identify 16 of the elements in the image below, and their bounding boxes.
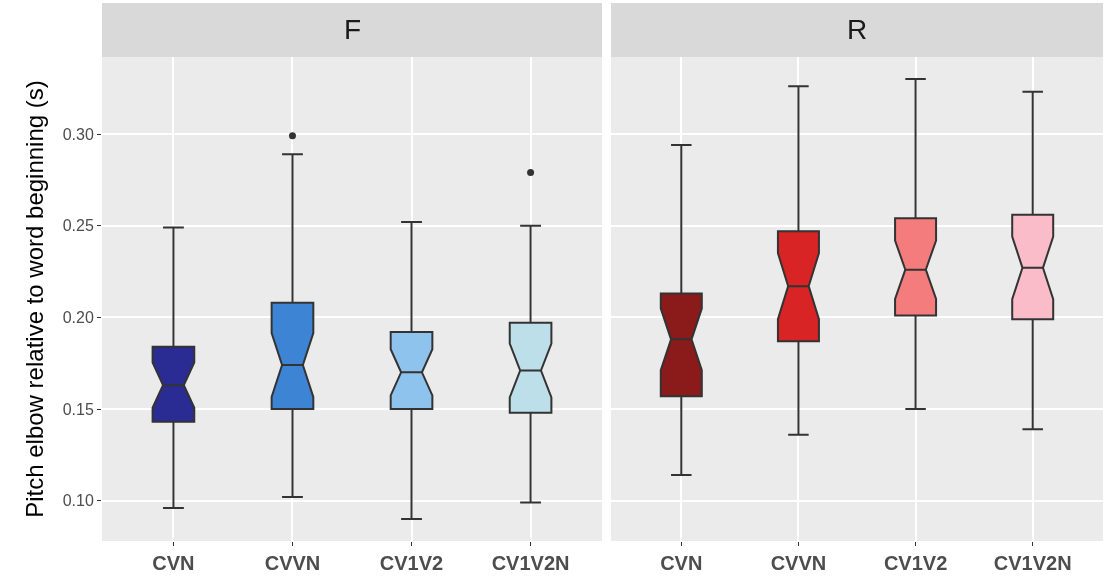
- chart-title: R: [847, 14, 868, 45]
- x-tick-label: CV1V2: [883, 552, 948, 574]
- y-tick-label: 0.25: [62, 217, 94, 235]
- y-axis-title: Pitch elbow relative to word beginning (s): [20, 80, 48, 518]
- y-tick-label: 0.20: [62, 308, 94, 326]
- x-tick-label: CV1V2N: [491, 552, 570, 574]
- x-tick-label: CVVN: [264, 552, 321, 574]
- y-tick-label: 0.30: [62, 125, 94, 143]
- x-tick-label: CVN: [660, 552, 703, 574]
- y-tick-label: 0.10: [62, 492, 94, 510]
- x-tick-label: CV1V2N: [993, 552, 1072, 574]
- x-tick-label: CV1V2: [379, 552, 444, 574]
- x-tick-label: CVN: [152, 552, 195, 574]
- chart-title: F: [344, 14, 362, 45]
- x-tick-label: CVVN: [770, 552, 827, 574]
- y-tick-label: 0.15: [62, 400, 94, 418]
